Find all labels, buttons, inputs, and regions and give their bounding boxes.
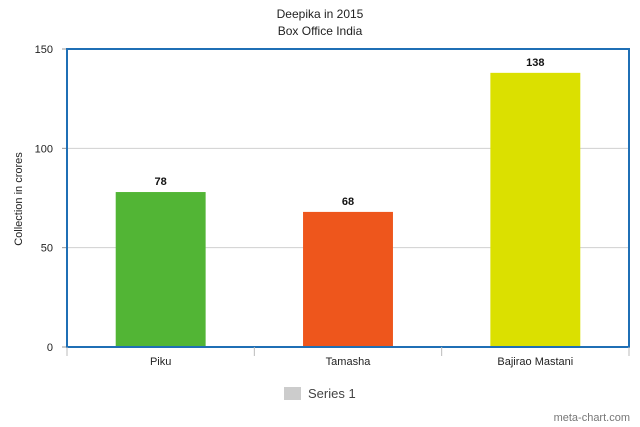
data-label: 78 — [155, 176, 167, 188]
plot-frame — [66, 48, 630, 348]
data-label: 138 — [526, 57, 544, 69]
legend-swatch — [284, 387, 301, 400]
chart-subtitle: Box Office India — [278, 24, 363, 38]
category-label: Bajirao Mastani — [497, 356, 573, 368]
legend[interactable]: Series 1 — [284, 386, 356, 401]
bar[interactable] — [490, 72, 581, 347]
credit-text: meta-chart.com — [554, 412, 630, 424]
data-label: 68 — [342, 196, 354, 208]
x-axis-ticks — [66, 347, 630, 356]
y-axis-label: Collection in crores — [13, 152, 25, 246]
y-tick-label: 150 — [35, 44, 53, 56]
bars — [115, 72, 581, 347]
chart-title: Deepika in 2015 — [277, 7, 364, 21]
data-labels: 78 68 138 — [155, 57, 545, 208]
y-axis-ticks: 0 50 100 150 — [35, 44, 67, 354]
bar[interactable] — [303, 211, 393, 347]
legend-label: Series 1 — [308, 386, 356, 401]
category-label: Piku — [150, 356, 171, 368]
category-labels: Piku Tamasha Bajirao Mastani — [150, 356, 573, 368]
y-tick-label: 0 — [47, 342, 53, 354]
category-label: Tamasha — [326, 356, 372, 368]
y-tick-label: 100 — [35, 143, 53, 155]
y-tick-label: 50 — [41, 243, 53, 255]
bar[interactable] — [115, 192, 206, 347]
